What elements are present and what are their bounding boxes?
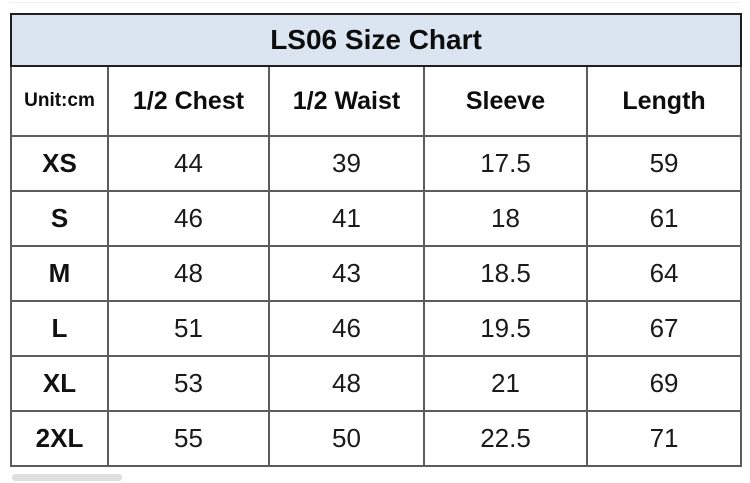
size-label: XS: [10, 135, 109, 192]
value-cell: 48: [268, 355, 425, 412]
title-row: LS06 Size Chart: [9, 13, 743, 67]
unit-label: Unit:cm: [10, 65, 109, 137]
size-label: L: [10, 300, 109, 357]
value-cell: 71: [585, 410, 743, 467]
value-cell: 21: [423, 355, 588, 412]
column-header-half-waist: 1/2 Waist: [268, 65, 425, 137]
chart-title: LS06 Size Chart: [9, 13, 743, 67]
value-cell: 51: [107, 300, 270, 357]
value-cell: 22.5: [423, 410, 588, 467]
value-cell: 17.5: [423, 135, 588, 192]
top-hairline: [10, 2, 740, 3]
size-label: S: [10, 190, 109, 247]
size-label: 2XL: [10, 410, 109, 467]
table-row-l: L 51 46 19.5 67: [10, 300, 743, 357]
value-cell: 44: [107, 135, 270, 192]
table-row-xs: XS 44 39 17.5 59: [10, 135, 743, 192]
size-chart-table: LS06 Size Chart Unit:cm 1/2 Chest 1/2 Wa…: [9, 13, 743, 467]
table-row-m: M 48 43 18.5 64: [10, 245, 743, 302]
value-cell: 48: [107, 245, 270, 302]
size-label: M: [10, 245, 109, 302]
value-cell: 41: [268, 190, 425, 247]
value-cell: 64: [585, 245, 743, 302]
value-cell: 46: [107, 190, 270, 247]
value-cell: 19.5: [423, 300, 588, 357]
table-row-xl: XL 53 48 21 69: [10, 355, 743, 412]
column-header-half-chest: 1/2 Chest: [107, 65, 270, 137]
bottom-partial-bar: [12, 474, 122, 481]
value-cell: 59: [585, 135, 743, 192]
column-header-sleeve: Sleeve: [423, 65, 588, 137]
size-label: XL: [10, 355, 109, 412]
value-cell: 50: [268, 410, 425, 467]
column-header-length: Length: [585, 65, 743, 137]
value-cell: 69: [585, 355, 743, 412]
value-cell: 43: [268, 245, 425, 302]
value-cell: 18: [423, 190, 588, 247]
value-cell: 55: [107, 410, 270, 467]
value-cell: 61: [585, 190, 743, 247]
table-row-s: S 46 41 18 61: [10, 190, 743, 247]
value-cell: 39: [268, 135, 425, 192]
value-cell: 18.5: [423, 245, 588, 302]
value-cell: 67: [585, 300, 743, 357]
header-row: Unit:cm 1/2 Chest 1/2 Waist Sleeve Lengt…: [10, 65, 743, 137]
value-cell: 53: [107, 355, 270, 412]
table-row-2xl: 2XL 55 50 22.5 71: [10, 410, 743, 467]
value-cell: 46: [268, 300, 425, 357]
